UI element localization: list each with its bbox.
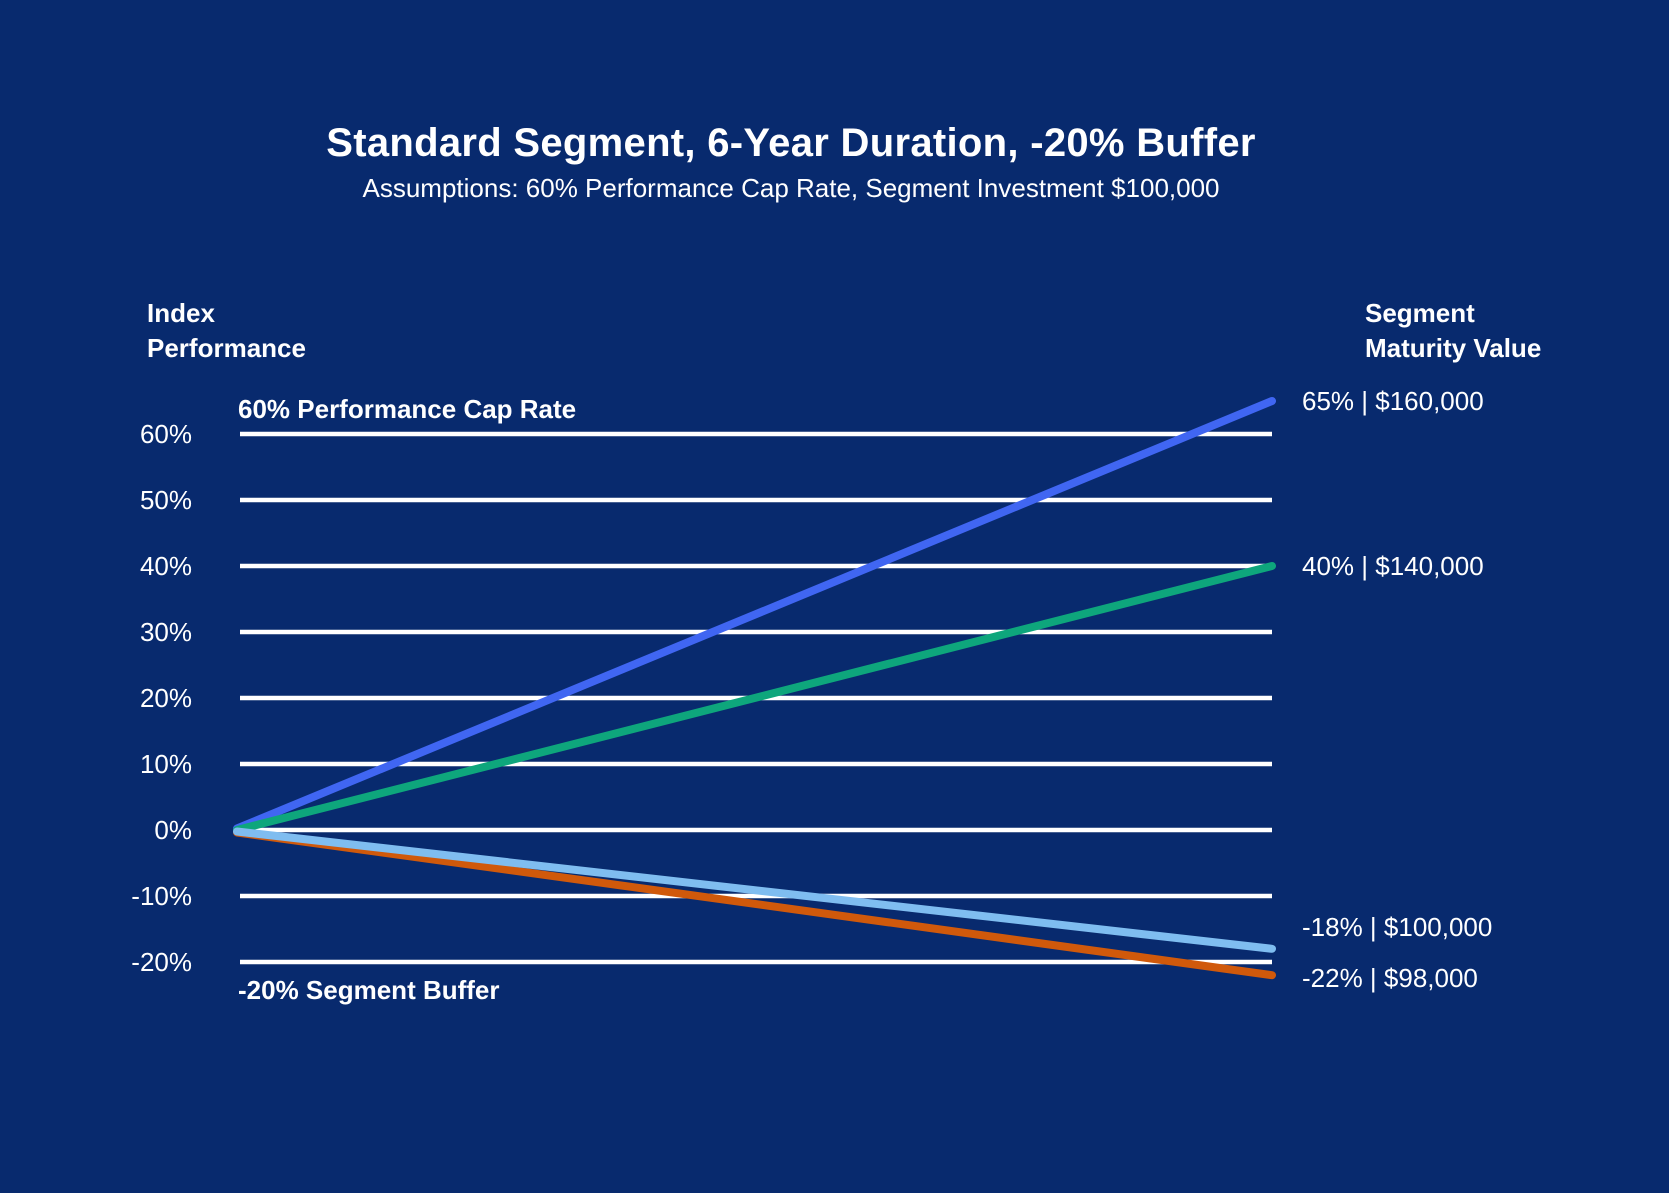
maturity-value-label-capped: 65% | $160,000 — [1302, 386, 1484, 416]
y-tick-label-50%: 50% — [139, 485, 192, 515]
maturity-value-label-under-cap: 40% | $140,000 — [1302, 551, 1484, 581]
right-axis-title-line1: Segment — [1365, 298, 1475, 328]
chart-subtitle: Assumptions: 60% Performance Cap Rate, S… — [362, 173, 1220, 203]
y-tick-label-0%: 0% — [154, 815, 192, 845]
y-tick-label-40%: 40% — [139, 551, 192, 581]
y-tick-label-10%: 10% — [139, 749, 192, 779]
y-tick-label--20%: -20% — [131, 947, 192, 977]
y-tick-label-30%: 30% — [139, 617, 192, 647]
right-axis-title: Segment Maturity Value — [1365, 296, 1541, 366]
y-tick-label-20%: 20% — [139, 683, 192, 713]
y-axis-title: Index Performance — [147, 296, 306, 366]
buffer-annotation: -20% Segment Buffer — [238, 975, 500, 1005]
series-line-index-down-within-buffer-scenario — [233, 827, 1276, 953]
cap-rate-annotation: 60% Performance Cap Rate — [238, 394, 577, 424]
series-line-index-down-beyond-buffer-scenario — [233, 828, 1276, 980]
title-block: Standard Segment, 6-Year Duration, -20% … — [0, 118, 1582, 204]
maturity-value-label-beyond-buffer: -22% | $98,000 — [1302, 963, 1478, 994]
y-tick-label--10%: -10% — [131, 881, 192, 911]
y-axis-title-line1: Index — [147, 298, 215, 328]
y-tick-label-60%: 60% — [139, 419, 192, 449]
chart-title: Standard Segment, 6-Year Duration, -20% … — [326, 121, 1256, 165]
series-line-index-up-under-cap-scenario — [233, 562, 1276, 834]
maturity-value-label-within-buffer: -18% | $100,000 — [1302, 911, 1493, 942]
series-line-index-up-capped-scenario — [233, 397, 1276, 833]
right-axis-title-line2: Maturity Value — [1365, 333, 1542, 363]
y-axis-title-line2: Performance — [147, 333, 306, 363]
